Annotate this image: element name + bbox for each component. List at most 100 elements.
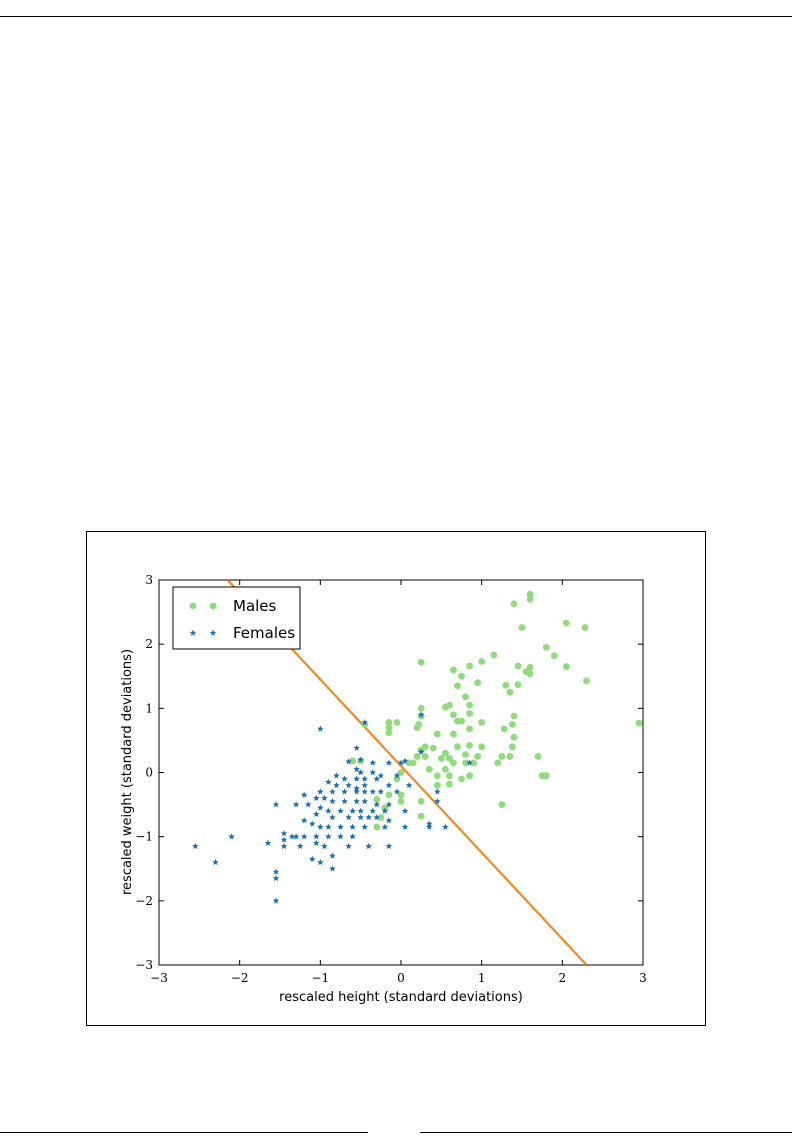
y-tick-label: −1 (135, 830, 153, 844)
figure-frame: −3 −2 −1 0 1 2 3 3 2 1 0 −1 −2 −3 rescaled height (st… (86, 531, 706, 1026)
females-point (417, 748, 425, 755)
females-point (377, 788, 385, 795)
males-point (526, 670, 534, 678)
females-point (288, 833, 296, 840)
females-point (317, 804, 324, 811)
males-point (433, 772, 441, 780)
males-point (514, 662, 522, 670)
females-point (329, 788, 336, 795)
y-axis-label: rescaled weight (standard deviations) (120, 649, 135, 895)
females-point (381, 823, 389, 830)
females-point (373, 775, 381, 782)
females-point (401, 757, 409, 764)
females-point (272, 897, 280, 904)
females-point (393, 772, 401, 779)
females-point (345, 758, 352, 765)
females-point (385, 801, 393, 808)
females-point (353, 775, 360, 782)
legend-marker-males (209, 602, 217, 610)
females-point (466, 759, 473, 766)
males-point (446, 754, 453, 762)
males-point (562, 663, 570, 671)
males-point (498, 753, 506, 760)
males-point (417, 812, 425, 820)
scatter-chart: −3 −2 −1 0 1 2 3 3 2 1 0 −1 −2 −3 rescaled height (st… (120, 573, 647, 1005)
females-point (369, 788, 376, 795)
females-point (393, 788, 401, 795)
legend-label-females: Females (233, 624, 295, 642)
females-point (325, 778, 332, 785)
males-point (466, 662, 473, 670)
males-point (454, 743, 461, 751)
females-point (309, 820, 316, 827)
males-point (417, 658, 425, 666)
males-point (462, 759, 469, 767)
females-point (401, 823, 409, 830)
females-point (325, 807, 332, 814)
females-point (313, 833, 320, 840)
males-point (450, 730, 457, 738)
males-point (542, 772, 550, 780)
males-point (470, 759, 477, 767)
females-point (434, 797, 441, 805)
y-tick-label: 2 (145, 637, 153, 651)
males-point (413, 753, 421, 760)
females-point (317, 858, 324, 866)
females-point (357, 807, 364, 814)
legend: Males Females (172, 586, 301, 650)
males-point (450, 711, 457, 719)
y-tick-label: 3 (145, 573, 153, 587)
males-point (466, 772, 473, 780)
males-point (385, 724, 393, 731)
males-point (446, 701, 453, 709)
females-point (349, 823, 356, 830)
females-point (341, 788, 348, 795)
males-point (508, 743, 516, 751)
males-point (494, 759, 502, 767)
x-tick-label: 2 (559, 971, 567, 985)
females-point (325, 823, 332, 830)
males-point (474, 679, 482, 687)
males-point (450, 666, 457, 674)
females-point (353, 765, 360, 773)
females-point (385, 781, 393, 789)
males-point (458, 672, 465, 680)
males-point (437, 754, 445, 762)
females-point (309, 855, 316, 862)
females-point (361, 823, 368, 830)
page-bottom-rule-left (0, 1132, 368, 1133)
males-point (425, 765, 433, 773)
males-point (478, 658, 486, 665)
females-point (353, 744, 360, 751)
males-point (441, 765, 449, 773)
legend-marker-males (189, 602, 197, 610)
females-point (329, 797, 336, 805)
males-point (458, 717, 465, 725)
females-point (329, 852, 336, 859)
axis-ticks: −3 −2 −1 0 1 2 3 3 2 1 0 −1 −2 −3 (135, 573, 647, 985)
males-point (462, 751, 469, 758)
males-point (474, 753, 482, 760)
males-point (583, 677, 590, 685)
females-point (329, 814, 336, 821)
females-point (341, 797, 348, 805)
males-point (510, 712, 518, 720)
females-point (401, 807, 409, 814)
females-point (434, 788, 441, 795)
females-point (300, 791, 308, 798)
males-point (526, 595, 534, 603)
males-point (502, 681, 510, 689)
females-point (292, 833, 300, 840)
legend-markers (189, 602, 217, 636)
females-point (353, 788, 360, 795)
males-point (458, 775, 465, 783)
males-point (534, 753, 542, 760)
females-point (325, 833, 332, 840)
females-point (317, 788, 324, 795)
males-point (433, 730, 441, 738)
males-point (385, 791, 393, 799)
females-point (280, 830, 288, 837)
males-point (462, 693, 469, 701)
males-point (446, 780, 453, 788)
males-point (409, 759, 417, 767)
